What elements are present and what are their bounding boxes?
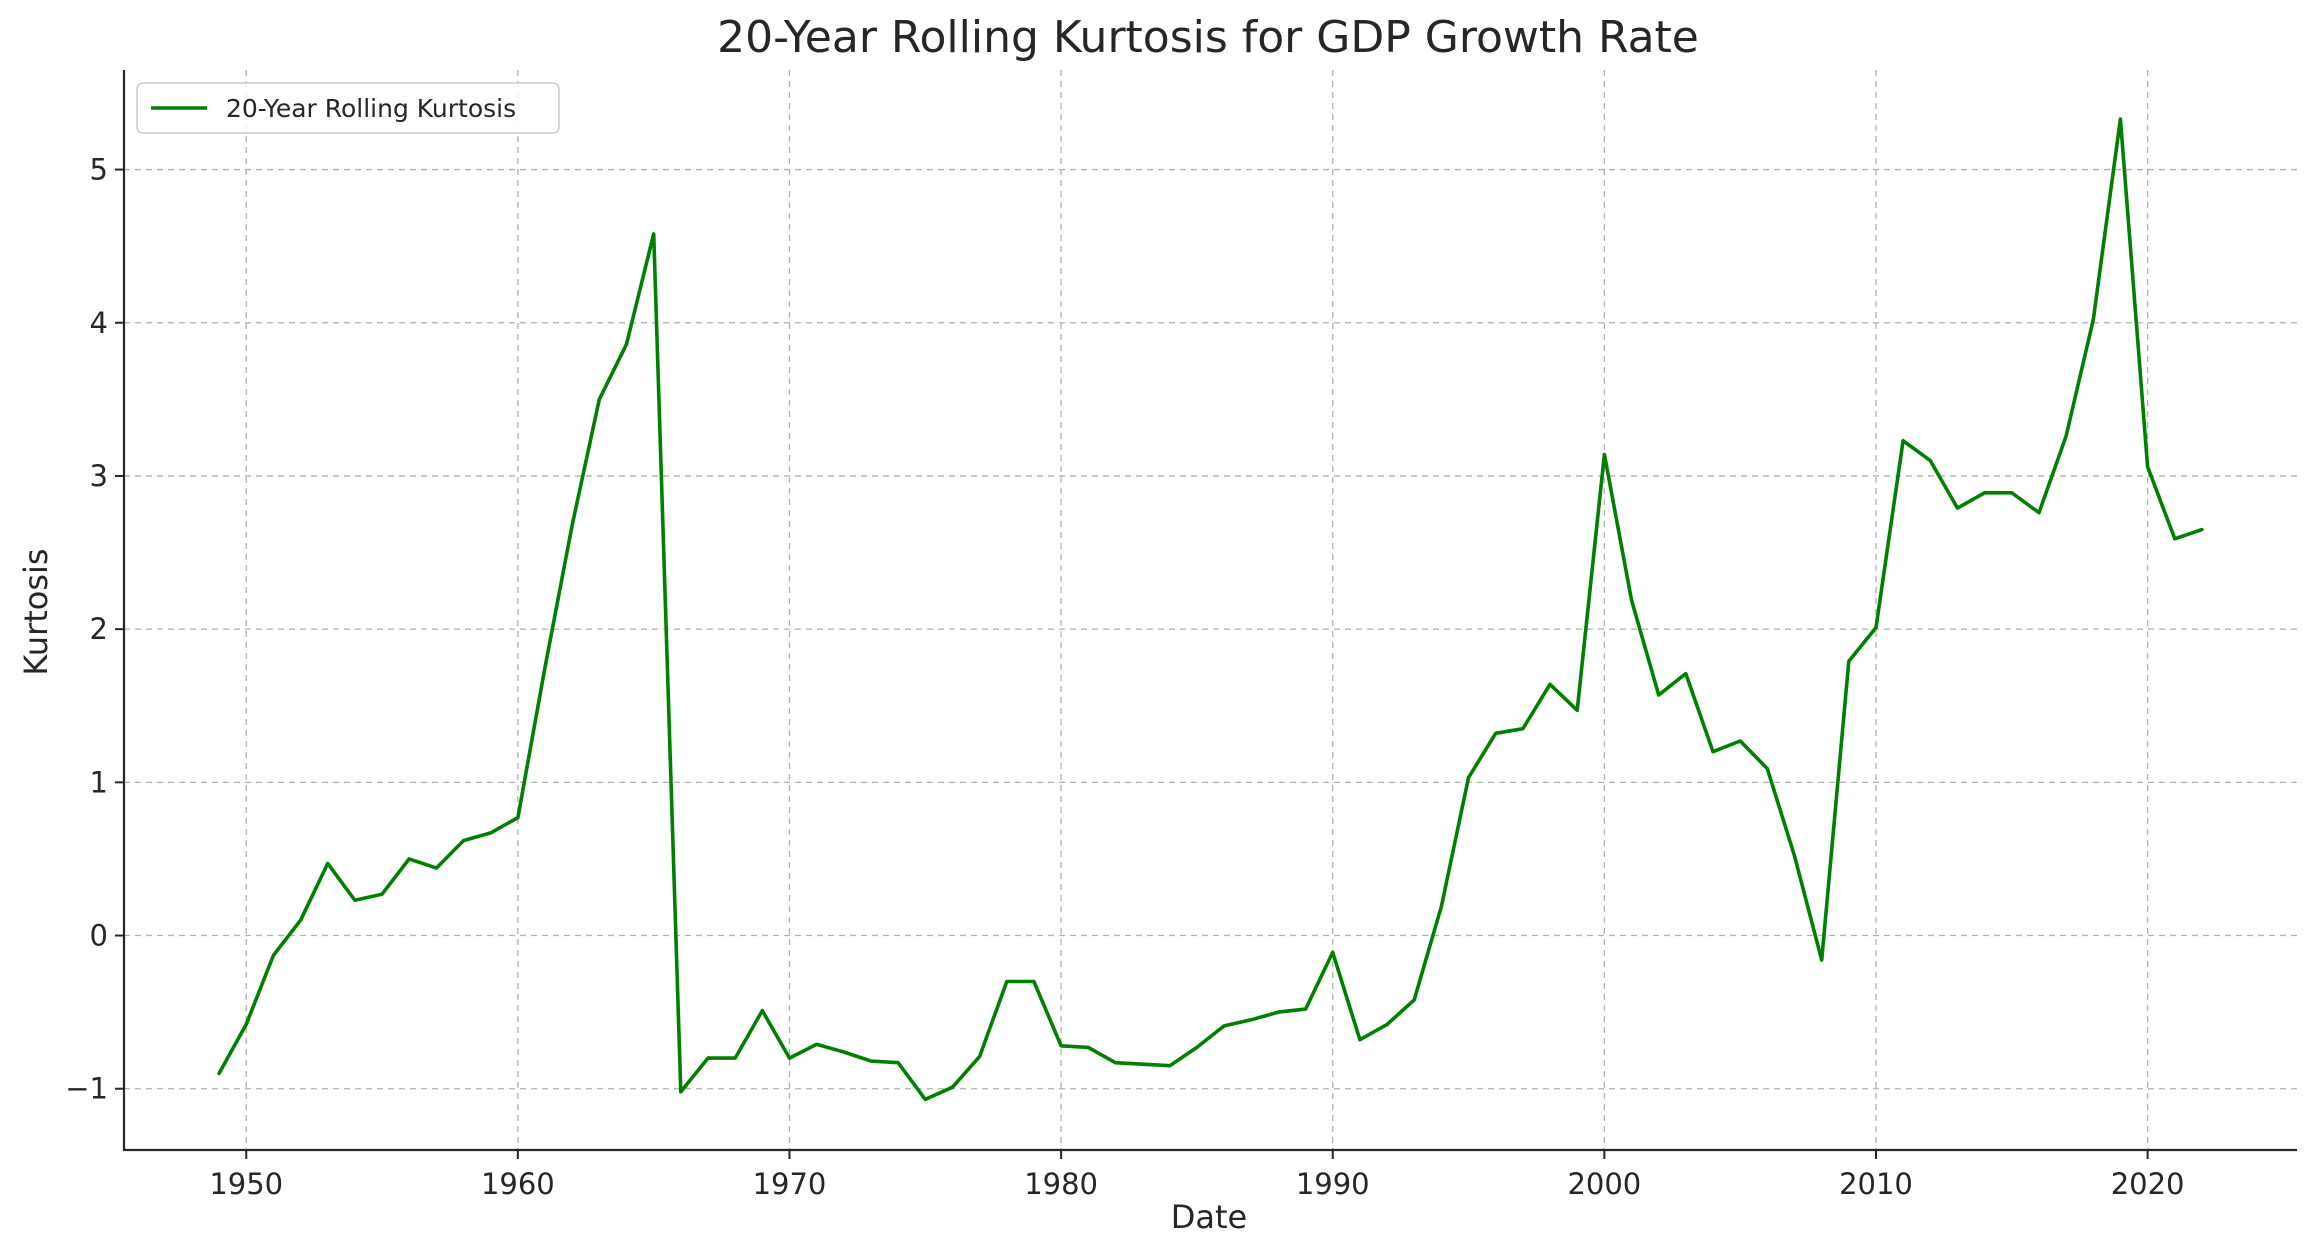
x-tick-label: 1950 bbox=[209, 1167, 283, 1201]
y-tick-label: 3 bbox=[90, 459, 108, 493]
chart-title: 20-Year Rolling Kurtosis for GDP Growth … bbox=[717, 12, 1699, 63]
y-tick-label: 0 bbox=[90, 919, 108, 953]
x-tick-label: 2000 bbox=[1567, 1167, 1641, 1201]
x-tick-label: 2010 bbox=[1839, 1167, 1913, 1201]
series-layer bbox=[217, 117, 2204, 1102]
y-tick-label: 4 bbox=[90, 306, 108, 340]
x-axis-label: Date bbox=[1171, 1198, 1247, 1236]
y-ticks: −1 0 1 2 3 4 5 bbox=[65, 153, 124, 1106]
legend-label: 20-Year Rolling Kurtosis bbox=[226, 94, 516, 123]
y-axis-label: Kurtosis bbox=[17, 548, 55, 675]
x-tick-label: 1990 bbox=[1296, 1167, 1370, 1201]
x-tick-label: 1980 bbox=[1024, 1167, 1098, 1201]
axes bbox=[122, 70, 2297, 1152]
y-tick-label: 2 bbox=[90, 612, 108, 646]
y-tick-label: −1 bbox=[65, 1072, 108, 1106]
legend-box bbox=[136, 82, 560, 134]
x-tick-label: 1960 bbox=[481, 1167, 555, 1201]
series-line bbox=[217, 117, 2204, 1102]
grid bbox=[124, 70, 2297, 1150]
x-tick-label: 2020 bbox=[2111, 1167, 2185, 1201]
x-ticks: 1950 1960 1970 1980 1990 2000 2010 2020 bbox=[209, 1150, 2185, 1201]
y-tick-label: 1 bbox=[90, 765, 108, 799]
legend: 20-Year Rolling Kurtosis bbox=[136, 82, 560, 134]
y-tick-label: 5 bbox=[90, 153, 108, 187]
x-tick-label: 1970 bbox=[753, 1167, 827, 1201]
